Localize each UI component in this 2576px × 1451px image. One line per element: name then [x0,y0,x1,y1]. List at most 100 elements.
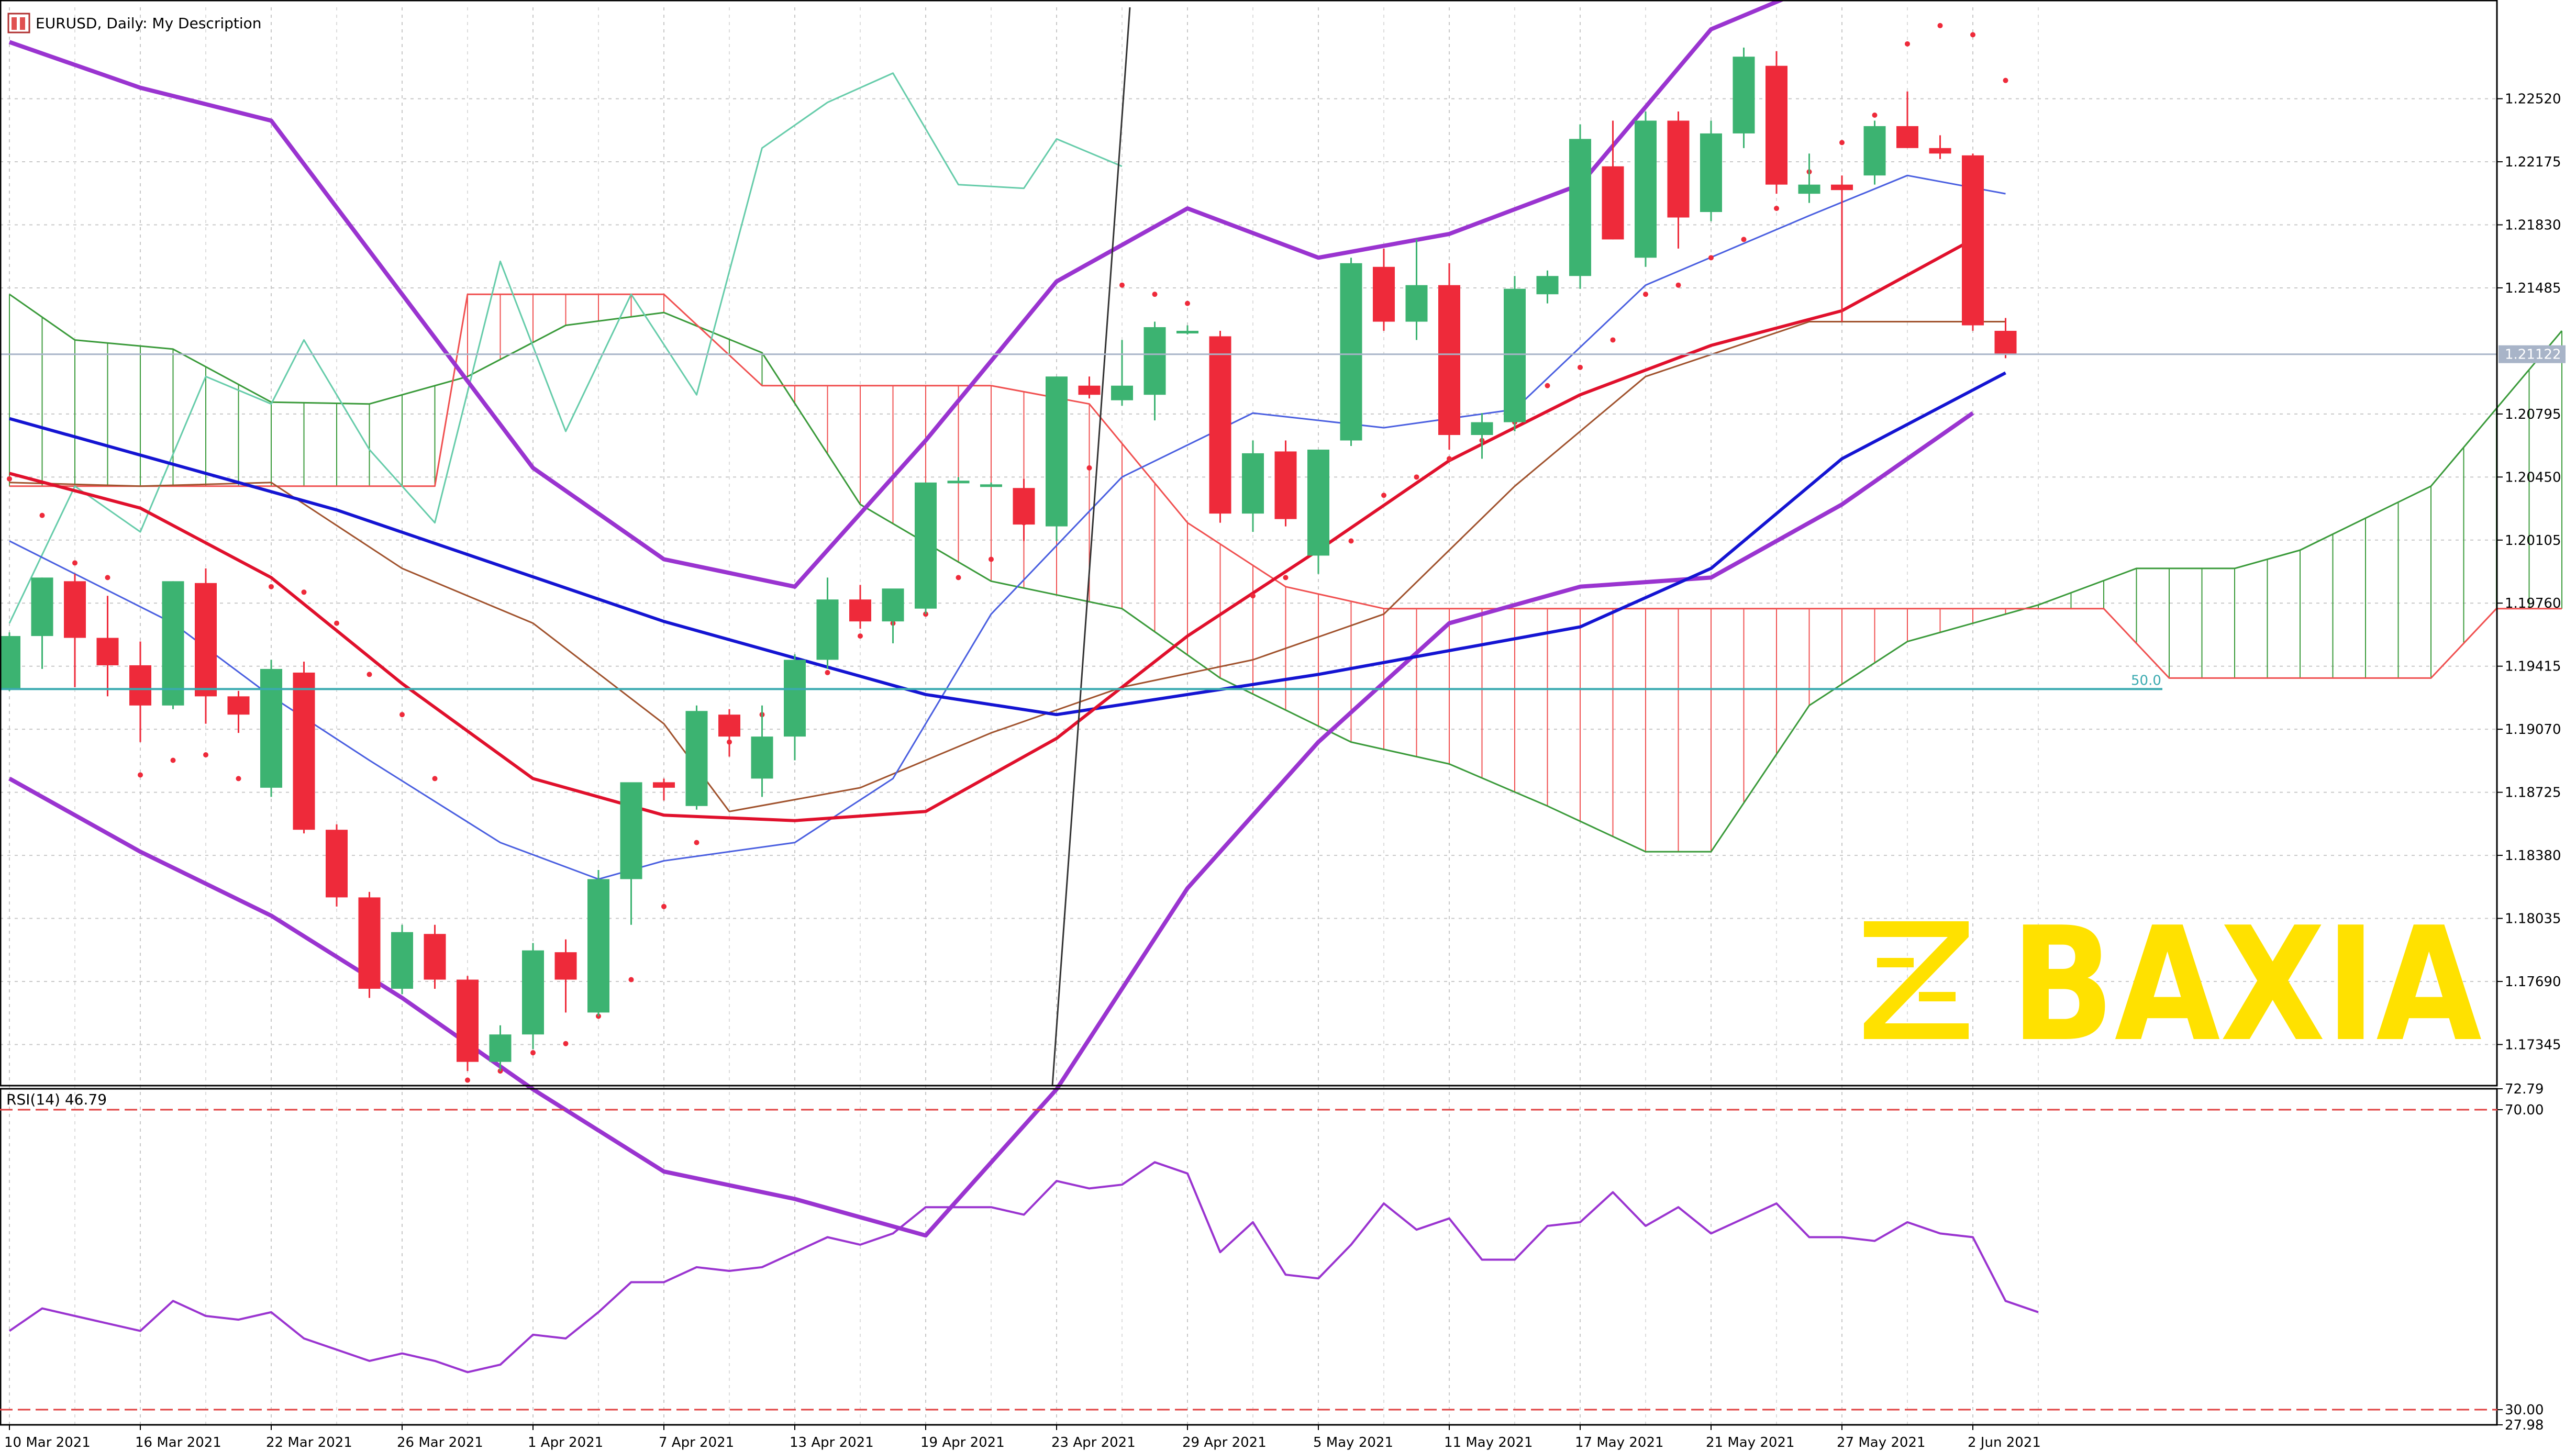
candle-body [751,736,773,779]
candle-body [391,932,413,989]
candle-body [1209,336,1231,514]
y-tick-label: 1.17345 [2505,1037,2561,1053]
candle [64,574,86,687]
psar-dot [138,772,143,778]
candle [1798,153,1820,203]
candlesticks [0,47,2017,1071]
y-tick-label: 1.18380 [2505,848,2561,864]
candle-body [1994,331,2017,355]
level-line: 50.0 1.21122 [0,345,2566,690]
psar-dot [1578,364,1583,370]
candle-body [1831,184,1853,191]
candle-body [1242,453,1264,514]
candle-body [326,830,348,898]
psar-dot [1937,23,1943,28]
candle [1405,239,1428,340]
candle-body [1602,166,1624,240]
indicator-lines [8,0,2006,1238]
y-tick-label: 1.20105 [2505,533,2561,549]
candle [947,477,970,484]
rsi-y-tick-label: 30.00 [2505,1402,2544,1418]
candle [1176,325,1198,334]
x-tick-label: 7 Apr 2021 [659,1435,734,1450]
candle-body [1176,331,1198,333]
candle [96,596,119,697]
candle-body [1078,385,1101,395]
candle-body [1635,120,1657,258]
candle [1307,449,1329,574]
y-tick-label: 1.19760 [2505,596,2561,611]
psar-dot [465,1077,470,1083]
candle [1111,340,1133,406]
y-tick-label: 1.21485 [2505,281,2561,296]
x-tick-label: 5 May 2021 [1313,1435,1393,1450]
x-tick-label: 27 May 2021 [1837,1435,1926,1450]
y-tick-label: 1.20450 [2505,470,2561,485]
candle-body [1471,422,1493,436]
y-tick-label: 1.19415 [2505,659,2561,675]
psar-dot [1839,140,1845,146]
psar-dot [1774,206,1779,211]
candle [1438,263,1460,450]
candle [293,661,315,834]
candle [1831,175,1853,322]
candle-body [1046,376,1068,527]
candle [489,1025,512,1071]
psar-dot [203,752,208,758]
candle [1929,135,1951,159]
candle [1013,478,1035,541]
candle-body [1111,385,1133,400]
psar-dot [1970,32,1975,38]
candle-body [1733,57,1755,133]
candle-body [1143,327,1166,395]
candle-body [424,934,446,980]
candle-body [554,952,577,980]
psar-dot [497,1068,503,1074]
x-tick-label: 19 Apr 2021 [920,1435,1005,1450]
candle [816,577,839,669]
chart-menu-icon-bar-2 [20,17,25,30]
psar-dot [301,589,307,595]
candle [1896,91,1918,148]
candle [1046,376,1068,541]
trend-line [1051,7,1131,1086]
chart-title: EURUSD, Daily: My Description [36,15,262,32]
candle [195,568,217,724]
psar-dot [170,757,176,763]
candle [1078,376,1101,399]
x-tick-label: 17 May 2021 [1575,1435,1664,1450]
x-tick-label: 26 Mar 2021 [397,1435,483,1450]
candle [1274,440,1297,527]
candle [554,939,577,1013]
candle-body [1373,266,1395,322]
rsi-line [8,1161,2039,1374]
x-tick-label: 13 Apr 2021 [790,1435,874,1450]
candle-body [162,581,184,706]
rsi-title: RSI(14) 46.79 [6,1091,107,1108]
candle-body [685,711,708,806]
psar-dot [105,575,110,581]
candle-body [1307,449,1329,556]
candle-body [1274,451,1297,519]
candle-body [882,588,904,622]
candle [424,924,446,989]
x-tick-label: 22 Mar 2021 [266,1435,352,1450]
psar-dot [1119,282,1125,288]
candle-body [1700,133,1722,213]
psar-dot [1250,593,1256,599]
psar-dot [7,476,12,482]
candle [1733,47,1755,148]
baxia-logo: BAXIA [1864,894,2483,1076]
x-tick-label: 29 Apr 2021 [1182,1435,1267,1450]
x-tick-label: 23 Apr 2021 [1051,1435,1136,1450]
psar-dot [825,669,830,675]
candle-body [718,715,740,737]
psar-dot [563,1041,569,1046]
chart-header: EURUSD, Daily: My Description [7,13,262,34]
candle [784,654,806,761]
chikou-span [8,72,1123,624]
candle-body [1504,288,1526,422]
psar-dot [236,776,241,782]
candle-body [980,484,1002,487]
